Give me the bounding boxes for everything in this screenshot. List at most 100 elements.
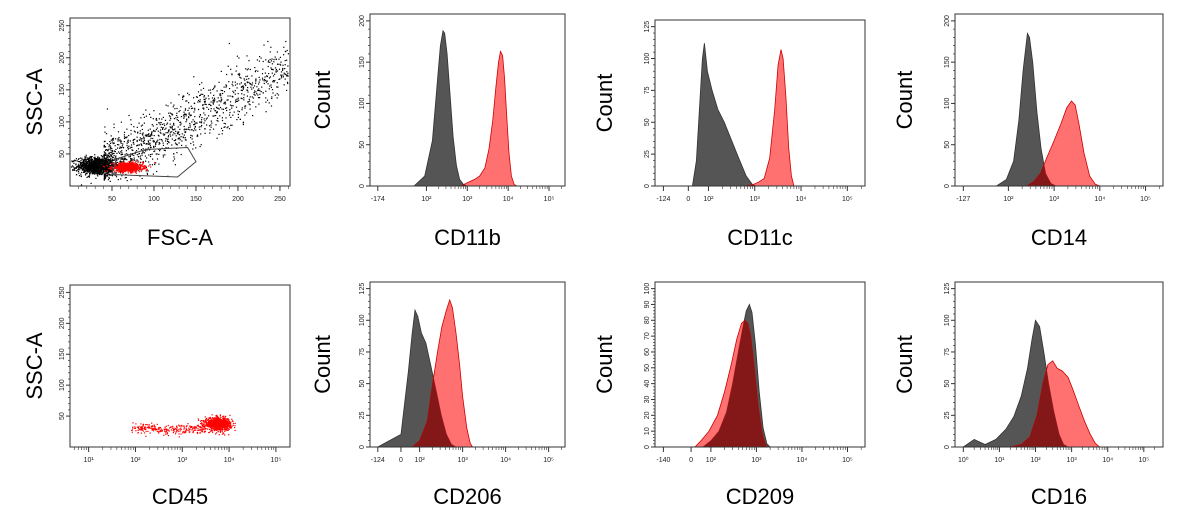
scatter-point [242,87,244,89]
scatter-point [190,426,192,428]
scatter-point [142,162,144,164]
scatter-point [124,159,126,161]
scatter-point [172,428,175,430]
scatter-point [104,152,106,154]
scatter-point [111,151,113,153]
scatter-point [216,119,218,122]
cd206-xtick-label: 10³ [458,457,469,464]
scatter-point [254,94,256,96]
scatter-point [177,138,179,140]
scatter-point [215,415,217,417]
scatter-point [173,124,175,126]
scatter-point [116,166,118,168]
scatter-point [153,150,155,153]
scatter-point [136,126,138,128]
scatter-point [202,428,205,430]
scatter-point [142,161,144,163]
scatter-point [261,73,264,75]
scatter-point [272,81,274,83]
cd206-y-axis-title: Count [310,335,335,394]
scatter-point [111,139,113,141]
scatter-point [222,420,225,422]
scatter-point [160,121,162,124]
scatter-point [86,162,88,164]
scatter-point [91,169,93,171]
scatter-point [119,166,121,168]
scatter-point [117,165,119,167]
scatter-point [223,429,226,431]
scatter-point [86,176,88,178]
scatter-point [102,163,104,165]
scatter-point [147,426,149,428]
scatter-point [200,420,202,422]
scatter-point [209,426,211,428]
scatter-point [215,424,217,426]
scatter-point [213,417,215,419]
scatter-point [202,423,204,425]
scatter-point [217,425,219,427]
scatter-point [183,111,185,113]
scatter-point [175,135,177,137]
scatter-point [99,172,101,174]
scatter-point [125,170,127,172]
scatter-point [193,428,195,430]
scatter-point [263,82,265,85]
scatter-point [146,424,148,426]
scatter-point [143,122,145,124]
scatter-point [165,431,167,433]
scatter-point [222,426,225,428]
scatter-point [284,78,286,80]
scatter-point [148,161,150,163]
scatter-point [219,94,221,96]
scatter-point [177,116,179,118]
scatter-point [88,161,90,163]
scatter-point [105,149,107,151]
scatter-point [272,92,274,94]
cd16-xtick-label: 10¹ [994,457,1005,464]
cd11c-x-axis-title: CD11c [727,225,793,250]
scatter-point [139,165,141,167]
scatter-point [171,427,174,429]
scatter-point [268,88,270,90]
scatter-point [228,424,230,426]
scatter-point [82,164,85,166]
scatter-point [279,78,281,80]
scatter-point [133,163,135,165]
scatter-point [211,421,213,423]
scatter-point [195,147,197,149]
scatter-point [126,166,128,168]
scatter-point [92,168,94,170]
scatter-point [150,137,152,139]
scatter-point [121,146,123,149]
scatter-point [211,428,213,430]
scatter-point [227,424,229,426]
scatter-point [241,98,243,100]
cd45-ssc-ytick-label: 50 [59,412,66,420]
scatter-point [216,416,218,418]
scatter-point [229,101,232,103]
scatter-point [147,135,149,137]
scatter-point [237,113,239,115]
scatter-point [109,161,111,163]
scatter-point [240,77,242,79]
cd11b-plot-area [377,29,549,187]
scatter-point [94,156,96,158]
scatter-point [222,426,224,428]
scatter-point [223,425,225,427]
scatter-point [88,158,90,160]
scatter-point [103,163,105,165]
scatter-point [258,88,260,90]
scatter-point [203,96,205,98]
scatter-point [219,430,221,432]
scatter-point [247,68,249,70]
scatter-point [154,428,156,431]
scatter-point [131,159,133,161]
scatter-point [119,166,122,168]
scatter-point [110,168,112,170]
scatter-point [105,159,107,161]
scatter-point [106,155,108,158]
scatter-point [221,119,224,122]
scatter-point [158,427,161,429]
scatter-point [126,142,128,144]
scatter-point [118,168,120,170]
